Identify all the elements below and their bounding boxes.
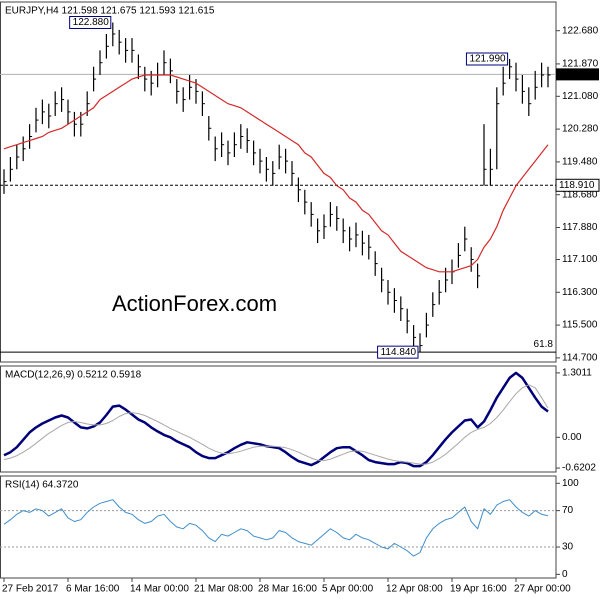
y-tick-label: 114.700 <box>562 353 598 364</box>
indicator-line <box>3 384 549 465</box>
annotation-label: 114.840 <box>381 347 417 358</box>
y-tick-label: 118.680 <box>562 189 598 200</box>
x-tick-label: 28 Mar 16:00 <box>258 584 317 595</box>
y-tick-label: 121.870 <box>562 59 599 70</box>
price-label-box <box>556 68 599 81</box>
y-tick-label: 30 <box>562 542 574 553</box>
panel-frame <box>0 365 557 473</box>
watermark: ActionForex.com <box>112 291 277 316</box>
moving-average <box>3 74 549 273</box>
annotation-box <box>465 52 509 66</box>
x-tick-label: 5 Apr 00:00 <box>322 584 374 595</box>
panel-title: MACD(12,26,9) 0.5212 0.5918 <box>5 370 142 381</box>
annotation-box <box>377 345 419 359</box>
x-tick-label: 14 Mar 00:00 <box>130 584 189 595</box>
level-label: 118.910 <box>559 180 595 191</box>
x-tick-label: 12 Apr 08:00 <box>386 584 443 595</box>
y-tick-label: 70 <box>562 505 574 516</box>
x-tick-label: 27 Apr 00:00 <box>514 584 571 595</box>
y-tick-label: -0.6202 <box>562 463 596 474</box>
y-tick-label: 120.280 <box>562 124 599 135</box>
annotation-label: 122.880 <box>73 17 110 28</box>
x-tick-label: 19 Apr 16:00 <box>450 584 507 595</box>
panel-title: EURJPY,H4 121.598 121.675 121.593 121.61… <box>5 6 215 17</box>
x-tick-label: 6 Mar 16:00 <box>66 584 120 595</box>
x-tick-label: 21 Mar 08:00 <box>194 584 253 595</box>
x-tick-label: 27 Feb 2017 <box>2 584 59 595</box>
y-tick-label: 117.100 <box>562 254 598 265</box>
y-tick-label: 119.480 <box>562 157 598 168</box>
indicator-line <box>3 499 549 557</box>
y-tick-label: 115.500 <box>562 320 598 331</box>
y-tick-label: 0.00 <box>562 432 582 443</box>
y-tick-label: 122.680 <box>562 25 599 36</box>
panel-frame <box>0 475 557 579</box>
y-tick-label: 1.3011 <box>562 368 592 379</box>
annotation-box <box>69 16 112 30</box>
y-tick-label: 117.880 <box>562 222 598 233</box>
y-tick-label: 116.300 <box>562 287 598 298</box>
level-label-box <box>555 178 600 192</box>
annotation-label: 121.990 <box>469 54 506 65</box>
price-label: 121.615 <box>559 69 596 80</box>
y-tick-label: 121.080 <box>562 91 599 102</box>
y-tick-label: 0 <box>562 569 568 580</box>
panel-title: RSI(14) 64.3720 <box>5 480 79 491</box>
indicator-line <box>3 371 549 468</box>
fib-label: 61.8 <box>534 339 554 350</box>
y-tick-label: 100 <box>562 478 579 489</box>
